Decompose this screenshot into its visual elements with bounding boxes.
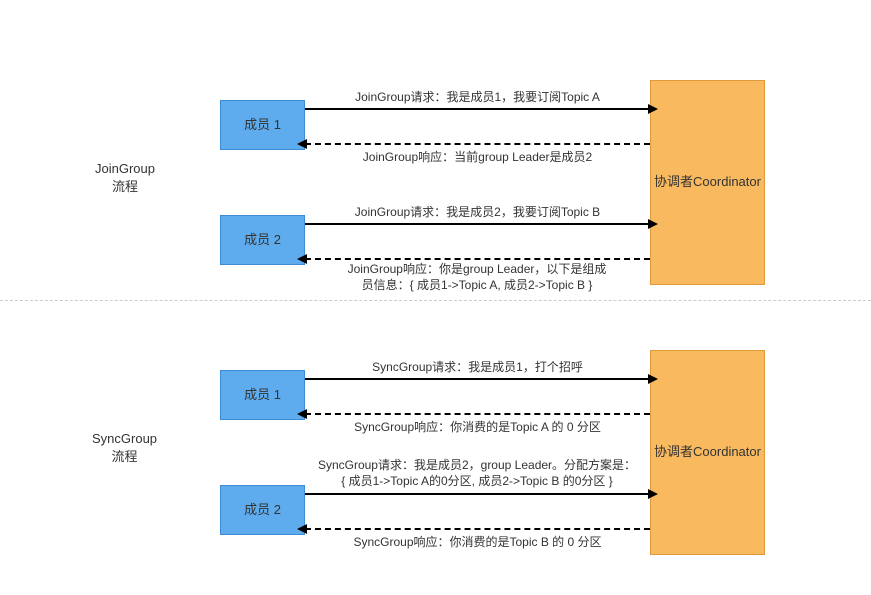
section-label-line1: JoinGroup <box>95 160 155 178</box>
arrow-label-join-3: JoinGroup响应：你是group Leader，以下是组成员信息：{ 成员… <box>312 262 642 293</box>
coordinator-line2: Coordinator <box>693 443 761 461</box>
section-label-join: JoinGroup流程 <box>95 160 155 196</box>
arrow-head-sync-3 <box>297 524 307 534</box>
coordinator-line1: 协调者 <box>654 173 693 191</box>
arrow-line-sync-2 <box>305 493 650 495</box>
arrow-head-join-3 <box>297 254 307 264</box>
arrow-label-line: SyncGroup请求：我是成员1，打个招呼 <box>305 360 650 376</box>
arrow-label-line: JoinGroup请求：我是成员2，我要订阅Topic B <box>305 205 650 221</box>
section-label-line2: 流程 <box>92 448 157 466</box>
coordinator-box-join: 协调者Coordinator <box>650 80 765 285</box>
arrow-label-sync-0: SyncGroup请求：我是成员1，打个招呼 <box>305 360 650 376</box>
arrow-head-join-1 <box>297 139 307 149</box>
arrow-line-sync-1 <box>305 413 650 415</box>
arrow-label-line: SyncGroup响应：你消费的是Topic A 的 0 分区 <box>305 420 650 436</box>
member-box-sync-1: 成员 1 <box>220 370 305 420</box>
arrow-label-line: SyncGroup响应：你消费的是Topic B 的 0 分区 <box>305 535 650 551</box>
arrow-label-join-0: JoinGroup请求：我是成员1，我要订阅Topic A <box>305 90 650 106</box>
arrow-label-sync-1: SyncGroup响应：你消费的是Topic A 的 0 分区 <box>305 420 650 436</box>
arrow-label-sync-3: SyncGroup响应：你消费的是Topic B 的 0 分区 <box>305 535 650 551</box>
arrow-line-join-3 <box>305 258 650 260</box>
arrow-label-line: JoinGroup响应：你是group Leader，以下是组成 <box>312 262 642 278</box>
arrow-label-line: { 成员1->Topic A的0分区, 成员2->Topic B 的0分区 } <box>312 474 642 490</box>
arrow-head-sync-1 <box>297 409 307 419</box>
arrow-line-join-1 <box>305 143 650 145</box>
arrow-label-join-1: JoinGroup响应：当前group Leader是成员2 <box>305 150 650 166</box>
arrow-label-line: JoinGroup响应：当前group Leader是成员2 <box>305 150 650 166</box>
arrow-label-join-2: JoinGroup请求：我是成员2，我要订阅Topic B <box>305 205 650 221</box>
section-divider <box>0 300 871 301</box>
coordinator-box-sync: 协调者Coordinator <box>650 350 765 555</box>
arrow-label-line: SyncGroup请求：我是成员2，group Leader。分配方案是： <box>312 458 642 474</box>
member-box-join-2: 成员 2 <box>220 215 305 265</box>
arrow-label-line: 员信息：{ 成员1->Topic A, 成员2->Topic B } <box>312 278 642 294</box>
coordinator-line1: 协调者 <box>654 443 693 461</box>
section-label-sync: SyncGroup流程 <box>92 430 157 466</box>
section-label-line2: 流程 <box>95 178 155 196</box>
arrow-line-join-2 <box>305 223 650 225</box>
section-label-line1: SyncGroup <box>92 430 157 448</box>
arrow-line-join-0 <box>305 108 650 110</box>
arrow-line-sync-0 <box>305 378 650 380</box>
arrow-label-sync-2: SyncGroup请求：我是成员2，group Leader。分配方案是：{ 成… <box>312 458 642 489</box>
member-box-join-1: 成员 1 <box>220 100 305 150</box>
arrow-label-line: JoinGroup请求：我是成员1，我要订阅Topic A <box>305 90 650 106</box>
arrow-head-sync-2 <box>648 489 658 499</box>
coordinator-line2: Coordinator <box>693 173 761 191</box>
member-box-sync-2: 成员 2 <box>220 485 305 535</box>
arrow-line-sync-3 <box>305 528 650 530</box>
